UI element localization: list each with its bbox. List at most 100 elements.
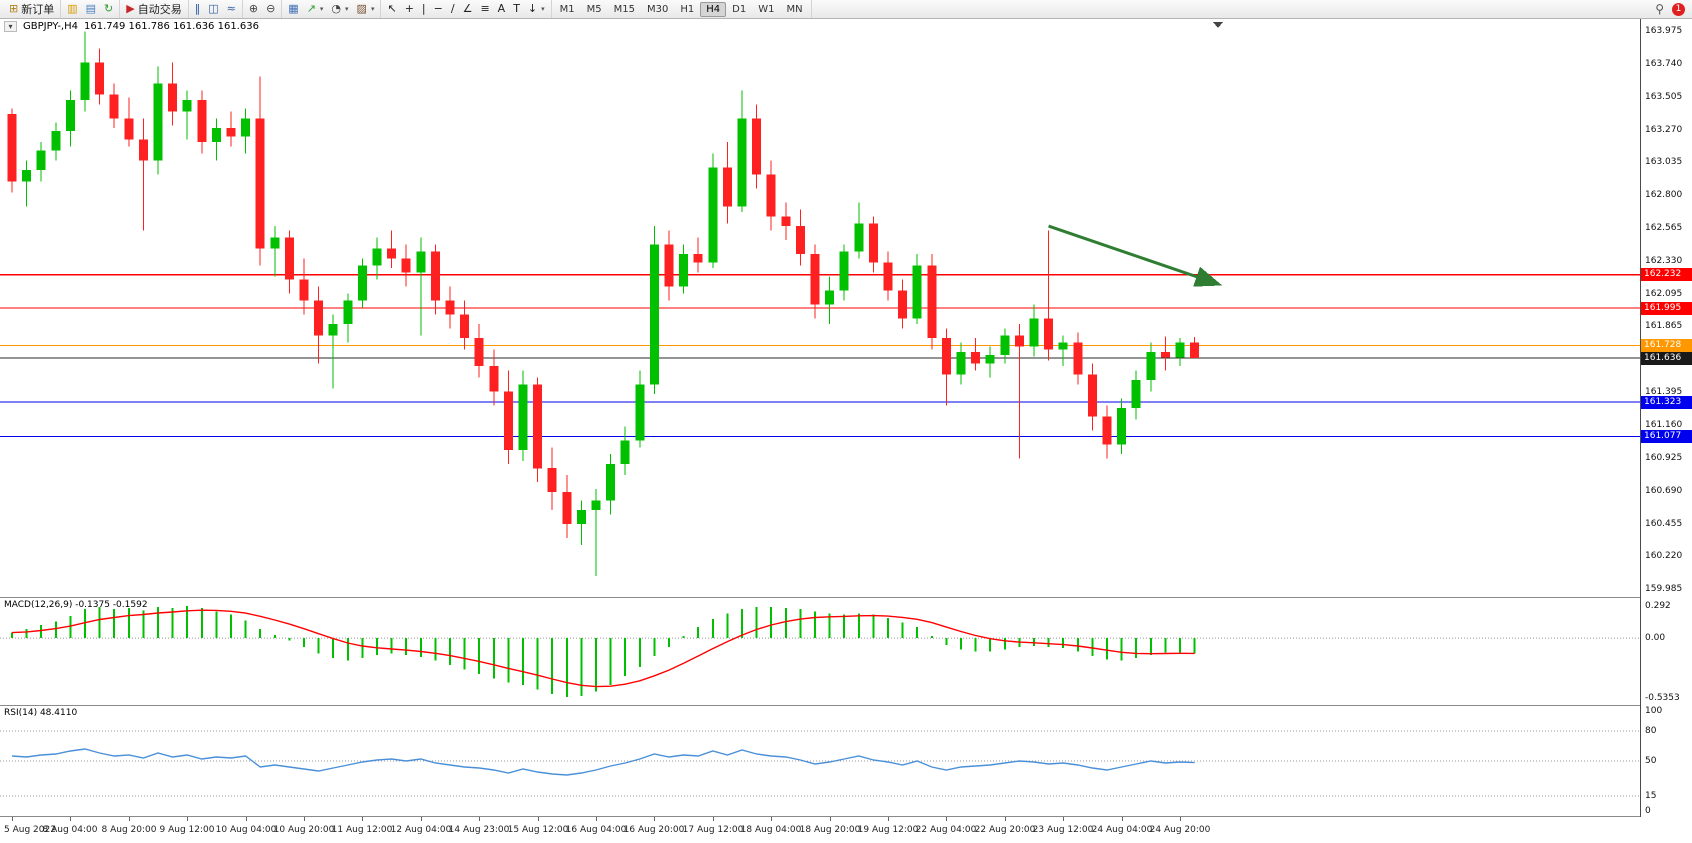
candle-body	[1190, 342, 1200, 359]
time-tick	[654, 817, 655, 821]
candle-body	[635, 384, 645, 441]
profiles-icon: ▤	[85, 2, 97, 15]
search-icon: ⚲	[1655, 2, 1664, 16]
right-axis[interactable]: 163.975 163.740 163.505 163.270 163.035 162.8…	[1640, 19, 1692, 817]
fibonacci-button[interactable]: ≡	[476, 1, 493, 17]
crosshair-icon: +	[404, 2, 414, 15]
time-tick	[830, 817, 831, 821]
tile-windows-button[interactable]: ▦	[284, 1, 302, 17]
text-icon: A	[497, 2, 506, 15]
horizontal-line-icon: −	[433, 2, 443, 15]
candle-body	[109, 94, 119, 119]
time-axis-label: 8 Aug 04:00	[42, 825, 98, 835]
candle-body	[781, 216, 791, 227]
tile-windows-icon: ▦	[288, 2, 299, 15]
vertical-line-button[interactable]: |	[418, 1, 430, 17]
candle-body	[591, 500, 601, 511]
price-axis-label: 163.505	[1645, 92, 1683, 102]
candle-body	[810, 254, 820, 305]
candle-body	[387, 248, 397, 259]
pivot-line-price-badge: 161.728	[1641, 339, 1692, 352]
candle-body	[36, 150, 46, 171]
chevron-down-icon: ▾	[345, 5, 349, 13]
ohlc-readout: 161.749 161.786 161.636 161.636	[84, 21, 259, 32]
time-axis-label: 19 Aug 12:00	[857, 825, 919, 835]
refresh-button[interactable]: ↻	[100, 1, 117, 17]
candle-body	[912, 265, 922, 319]
autotrading-button[interactable]: ▶ 自动交易	[122, 1, 185, 17]
time-tick	[304, 817, 305, 821]
zoom-in-button[interactable]: ⊕	[245, 1, 262, 17]
time-axis-label: 10 Aug 20:00	[273, 825, 335, 835]
timeframe-H1-button[interactable]: H1	[680, 3, 695, 15]
candle-body	[211, 128, 221, 143]
time-axis[interactable]: 5 Aug 2022 8 Aug 04:00 8 Aug 20:00 9 Aug 12…	[0, 817, 1692, 843]
notification-badge[interactable]: 1	[1672, 2, 1685, 16]
zoom-out-icon: ⊖	[266, 2, 276, 15]
timeframe-MN-button[interactable]: MN	[786, 3, 803, 15]
indicators-button[interactable]: ↗ ▾	[303, 1, 328, 17]
macd-indicator-pane[interactable]: MACD(12,26,9) -0.1375 -0.1592	[0, 598, 1640, 706]
price-axis-label: 163.740	[1645, 59, 1683, 69]
indicators-icon: ↗	[306, 2, 316, 15]
candle-body	[1029, 318, 1039, 347]
zoom-out-button[interactable]: ⊖	[262, 1, 279, 17]
candle-body	[95, 62, 105, 95]
timeframe-M1-button[interactable]: M1	[559, 3, 575, 15]
symbol-title: GBPJPY-,H4	[23, 21, 78, 32]
chart-type-group: ‖ ◫ ≈	[189, 0, 243, 18]
candle-body	[153, 83, 163, 161]
candle-body	[1117, 408, 1127, 445]
rsi-indicator-pane[interactable]: RSI(14) 48.4110	[0, 706, 1640, 817]
templates-icon: ▨	[356, 2, 367, 15]
chevron-down-icon: ▾	[319, 5, 324, 13]
new-order-button[interactable]: ⊞ 新订单	[5, 1, 58, 17]
charts-button[interactable]: ▥	[63, 1, 81, 17]
candle-body	[1000, 335, 1010, 355]
channel-button[interactable]: ∠	[459, 1, 477, 17]
candle-body	[430, 251, 440, 301]
candlestick-chart[interactable]	[0, 19, 1640, 597]
text-button[interactable]: A	[494, 1, 510, 17]
candle-body	[664, 244, 674, 287]
price-chart-pane[interactable]: ▾ GBPJPY-,H4 161.749 161.786 161.636 161…	[0, 19, 1640, 598]
timeframe-M30-button[interactable]: M30	[647, 3, 669, 15]
candles-layer	[7, 31, 1200, 576]
timeframe-D1-button[interactable]: D1	[732, 3, 747, 15]
search-button[interactable]: ⚲	[1651, 2, 1668, 16]
cursor-button[interactable]: ↖	[383, 1, 400, 17]
time-axis-label: 18 Aug 20:00	[799, 825, 861, 835]
zoom-in-icon: ⊕	[248, 2, 259, 15]
autotrading-button-label: 自动交易	[137, 3, 182, 16]
time-tick	[12, 817, 13, 821]
horizontal-line-button[interactable]: −	[430, 1, 447, 17]
templates-button[interactable]: ▨ ▾	[353, 1, 379, 17]
collapse-panel-button[interactable]: ▾	[4, 21, 17, 32]
timeframe-M5-button[interactable]: M5	[586, 3, 602, 15]
periods-button[interactable]: ◔ ▾	[327, 1, 352, 17]
timeframe-W1-button[interactable]: W1	[758, 3, 775, 15]
trendline-button[interactable]: ∕	[447, 1, 459, 17]
candlestick-chart-button[interactable]: ◫	[204, 1, 222, 17]
macd-histogram	[11, 605, 1196, 698]
timeframe-M15-button[interactable]: M15	[613, 3, 636, 15]
candle-body	[226, 128, 236, 137]
time-axis-label: 14 Aug 23:00	[448, 825, 510, 835]
refresh-icon: ↻	[104, 2, 114, 15]
timeframe-H4-button[interactable]: H4	[700, 1, 727, 17]
candle-body	[241, 118, 251, 137]
candle-body	[649, 244, 659, 385]
profiles-button[interactable]: ▤	[82, 1, 100, 17]
bar-chart-button[interactable]: ‖	[191, 1, 205, 17]
candle-body	[1044, 318, 1054, 350]
time-tick	[596, 817, 597, 821]
candle-body	[941, 338, 951, 375]
line-chart-button[interactable]: ≈	[223, 1, 240, 17]
crosshair-button[interactable]: +	[401, 1, 418, 17]
arrows-button[interactable]: ↓ ▾	[524, 1, 549, 17]
rsi-axis-label: 0	[1645, 806, 1651, 816]
candle-body	[883, 262, 893, 291]
candlestick-icon: ◫	[208, 2, 219, 15]
label-button[interactable]: T	[509, 1, 524, 17]
trend-arrow[interactable]	[1048, 224, 1223, 287]
